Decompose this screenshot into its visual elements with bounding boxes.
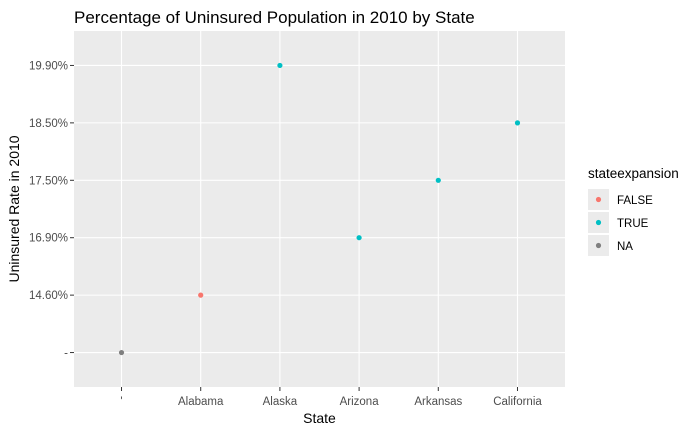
y-tick-label: 19.90% (29, 60, 68, 72)
data-point (514, 120, 521, 126)
y-axis-title: Uninsured Rate in 2010 (6, 135, 22, 282)
x-axis: ' Alabama Alaska Arizona Arkansas California (120, 387, 542, 408)
grid-lines (74, 31, 565, 387)
legend-label: TRUE (617, 218, 649, 230)
y-tick-label: 17.50% (29, 175, 68, 187)
x-tick-label: ' (120, 396, 122, 408)
x-axis-title: State (303, 410, 336, 426)
plot-panel (74, 31, 565, 387)
x-tick-label: Alaska (263, 396, 298, 408)
y-tick-label: - (64, 348, 68, 360)
legend-title: stateexpansion (588, 166, 679, 181)
x-tick-label: Arizona (340, 396, 380, 408)
x-tick-label: California (493, 396, 542, 408)
data-point (198, 292, 204, 298)
legend-marker (595, 242, 602, 249)
y-tick-label: 18.50% (29, 118, 68, 130)
y-axis: - 14.60% 16.90% 17.50% 18.50% 19.90% (29, 60, 74, 360)
legend-marker (595, 196, 602, 203)
data-point (435, 177, 441, 183)
data-points (118, 62, 521, 356)
x-tick-label: Arkansas (414, 396, 462, 408)
legend: stateexpansion FALSE TRUE NA (588, 166, 679, 256)
legend-entries: FALSE TRUE NA (588, 189, 653, 256)
y-tick-label: 14.60% (29, 290, 68, 302)
legend-label: NA (617, 241, 633, 253)
legend-marker (595, 219, 602, 226)
x-tick-label: Alabama (178, 396, 224, 408)
data-point (356, 235, 362, 241)
legend-label: FALSE (617, 195, 653, 207)
chart-title: Percentage of Uninsured Population in 20… (74, 8, 475, 27)
data-point (118, 349, 125, 356)
y-tick-label: 16.90% (29, 233, 68, 245)
data-point (277, 62, 283, 69)
